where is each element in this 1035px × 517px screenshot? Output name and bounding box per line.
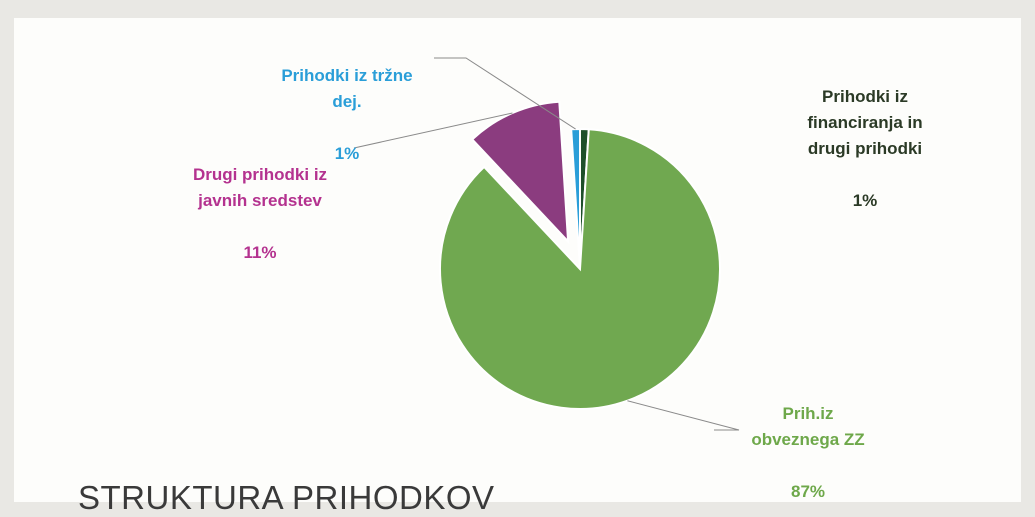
pie-slices [439,100,721,410]
leader-line-obvezno-zz [627,400,740,431]
leader-lines [353,57,740,431]
slice-label-javna-sredstva: Drugi prihodki iz javnih sredstev 11% [160,136,360,266]
leader-line-javna-sredstva [353,112,513,149]
pie-chart [353,57,740,431]
slice-label-financiranje: Prihodki iz financiranja in drugi prihod… [780,58,950,214]
slice-value-text: 87% [790,482,826,501]
slice-label-text: Prih.iz obveznega ZZ [751,404,865,449]
chart-title: STRUKTURA PRIHODKOV [78,479,495,516]
slice-label-trzna-dejavnost: Prihodki iz tržne dej. 1% [262,37,432,167]
leader-line-trzna-dejavnost [434,57,576,130]
slice-label-text: Prihodki iz financiranja in drugi prihod… [807,87,923,158]
slice-value-text: 1% [334,144,360,163]
slice-label-text: Drugi prihodki iz javnih sredstev [192,165,328,210]
slice-javna-sredstva [470,100,570,245]
slice-trzna-dejavnost [570,127,581,270]
slice-label-text: Prihodki iz tržne dej. [281,66,413,111]
slice-value-text: 11% [243,243,277,262]
chart-area: Prih.iz obveznega ZZ 87% Drugi prihodki … [14,18,1021,516]
slice-label-obvezno-zz: Prih.iz obveznega ZZ 87% [738,375,878,505]
slice-obvezno-zz [439,128,721,410]
slice-value-text: 1% [852,191,878,210]
